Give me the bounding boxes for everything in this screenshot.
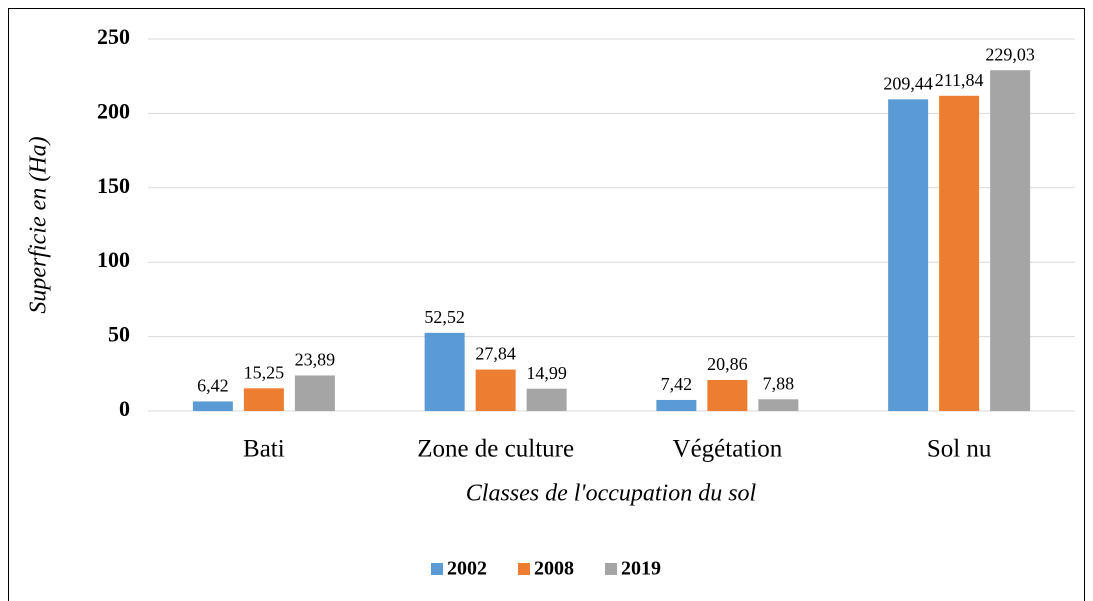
legend-swatch: [431, 563, 443, 575]
value-label: 27,84: [475, 344, 516, 364]
value-label: 6,42: [197, 376, 229, 396]
value-label: 20,86: [707, 354, 748, 374]
value-label: 23,89: [295, 350, 336, 370]
x-tick-label: Zone de culture: [417, 436, 574, 463]
value-label: 229,03: [985, 44, 1035, 64]
legend-label: 2002: [447, 558, 487, 580]
y-tick-label: 0: [119, 396, 130, 421]
bar: [243, 388, 284, 411]
y-tick-label: 100: [97, 247, 130, 272]
bar: [939, 95, 980, 412]
legend-label: 2019: [621, 558, 661, 580]
bar: [888, 99, 929, 412]
y-tick-label: 50: [108, 322, 130, 347]
value-label: 209,44: [883, 73, 933, 93]
x-tick-label: Bati: [243, 436, 285, 463]
y-tick-label: 200: [97, 98, 130, 123]
value-label: 211,84: [935, 70, 984, 90]
bar: [707, 379, 748, 411]
chart-border: [8, 8, 1085, 601]
bar: [192, 401, 233, 411]
bar: [990, 70, 1031, 411]
x-tick-label: Végétation: [673, 436, 783, 463]
value-label: 15,25: [244, 362, 285, 382]
y-axis-title: Superficie en (Ha): [26, 136, 52, 313]
y-tick-label: 150: [97, 173, 130, 198]
bar: [758, 399, 799, 411]
bar: [294, 375, 335, 411]
legend-swatch: [518, 563, 530, 575]
bar: [656, 399, 697, 411]
legend-swatch: [605, 563, 617, 575]
value-label: 7,88: [763, 373, 795, 393]
value-label: 7,42: [661, 374, 693, 394]
legend-label: 2008: [534, 558, 574, 580]
x-axis-title: Classes de l'occupation du sol: [466, 481, 757, 507]
value-label: 14,99: [526, 363, 567, 383]
value-label: 52,52: [424, 307, 465, 327]
y-tick-label: 250: [97, 24, 130, 49]
bar: [526, 388, 567, 411]
x-tick-label: Sol nu: [927, 436, 992, 463]
bar: [424, 332, 465, 411]
bar: [475, 369, 516, 411]
